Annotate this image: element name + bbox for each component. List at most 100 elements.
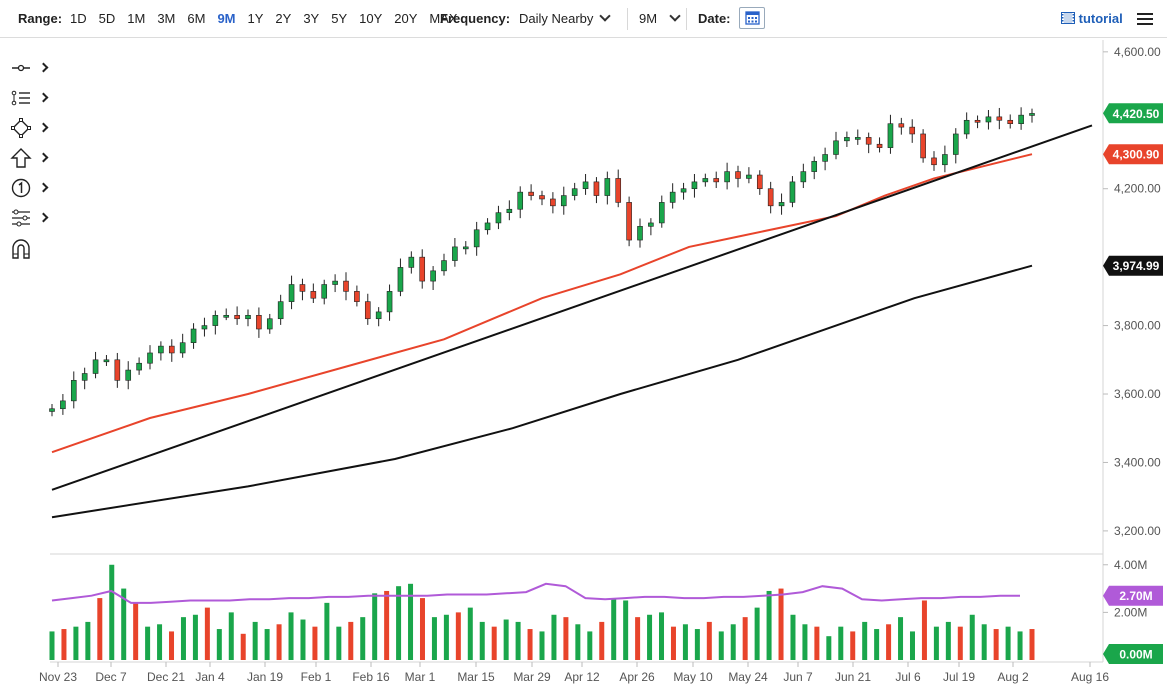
arrow-up-icon [10, 148, 32, 168]
volume-bar [49, 631, 55, 660]
time-tick-label: Mar 15 [457, 670, 495, 684]
crosshair-tool[interactable] [10, 58, 49, 78]
time-tick-label: Jun 7 [783, 670, 813, 684]
volume-bar [360, 617, 366, 660]
candle-body [441, 260, 447, 272]
volume-bar [694, 629, 700, 660]
range-button-3m[interactable]: 3M [157, 11, 176, 26]
volume-bar [288, 612, 294, 660]
range-button-10y[interactable]: 10Y [359, 11, 383, 26]
menu-icon[interactable] [1137, 13, 1153, 25]
counter-tool[interactable] [10, 178, 49, 198]
time-tick-label: Mar 1 [405, 670, 436, 684]
candle-body [778, 202, 785, 207]
volume-bar [372, 593, 378, 660]
candle-body [223, 315, 230, 318]
chevron-right-icon [38, 62, 49, 73]
divider [627, 8, 628, 30]
range-button-1y[interactable]: 1Y [247, 11, 264, 26]
arrows-tool[interactable] [10, 148, 49, 168]
list-lines-icon [11, 90, 30, 106]
sliders-icon [12, 209, 30, 227]
magnet-icon [12, 239, 30, 259]
candle-body [506, 208, 513, 213]
volume-bar [1005, 626, 1011, 660]
candle-body [397, 267, 404, 292]
frequency-dropdown[interactable]: Daily Nearby [519, 10, 612, 26]
candle-body [60, 400, 66, 410]
time-tick-label: Jan 19 [247, 670, 283, 684]
candle-body [767, 188, 774, 207]
candle-body [811, 161, 818, 172]
candle-body [942, 154, 948, 166]
range-button-5d[interactable]: 5D [98, 11, 116, 26]
volume-bar [455, 612, 461, 660]
range-button-20y[interactable]: 20Y [394, 11, 418, 26]
volume-bar [670, 626, 676, 660]
volume-bar [886, 624, 892, 660]
trend-lines-tool[interactable] [10, 88, 49, 108]
range-button-6m[interactable]: 6M [187, 11, 206, 26]
time-tick-label: Jul 6 [895, 670, 921, 684]
volume-bar [133, 602, 139, 660]
volume-bar [348, 621, 354, 660]
candle-body [364, 301, 371, 320]
candle-body [985, 116, 992, 123]
shapes-tool[interactable] [10, 118, 49, 138]
volume-bar [419, 598, 425, 660]
candle-body [92, 359, 99, 374]
volume-bar [121, 588, 127, 660]
volume-bar [611, 598, 617, 660]
volume-bar [204, 607, 210, 660]
range-button-max[interactable]: MAX [429, 11, 458, 26]
candle-body [669, 191, 676, 203]
candle-body [887, 123, 894, 148]
candle-body [473, 229, 480, 248]
candle-body [408, 256, 415, 268]
candle-body [963, 119, 970, 135]
tutorial-link[interactable]: tutorial [1061, 11, 1123, 26]
date-picker-button[interactable] [739, 7, 765, 29]
time-tick-label: Mar 29 [513, 670, 551, 684]
volume-bar [527, 629, 533, 660]
volume-bar [659, 612, 665, 660]
range-button-5y[interactable]: 5Y [331, 11, 348, 26]
range-button-2y[interactable]: 2Y [275, 11, 292, 26]
candle-body [245, 315, 251, 320]
indicators-tool[interactable] [10, 208, 49, 228]
magnet-tool[interactable] [10, 238, 46, 259]
candle-body [680, 188, 687, 193]
candle-body [234, 315, 240, 320]
chevron-down-icon [599, 10, 612, 22]
moving-average-line [51, 264, 1033, 519]
candle-body [822, 154, 828, 162]
volume-bar [180, 617, 186, 660]
range-button-1d[interactable]: 1D [70, 11, 87, 26]
volume-label-background [1103, 585, 1163, 606]
volume-bar [431, 617, 437, 660]
volume-bar [240, 633, 246, 660]
price-tick-label: 3,800.00 [1114, 319, 1161, 333]
volume-bar [898, 617, 904, 660]
time-tick-label: Dec 7 [95, 670, 127, 684]
time-tick-label: Apr 12 [564, 670, 600, 684]
candle-body [909, 126, 916, 135]
period-dropdown[interactable]: 9M [639, 10, 681, 26]
volume-bar [993, 629, 999, 660]
price-label-background [1103, 103, 1163, 124]
candle-body [201, 325, 208, 330]
range-button-3y[interactable]: 3Y [303, 11, 320, 26]
candle-body [462, 246, 469, 250]
candle-body [974, 119, 981, 123]
time-tick-label: May 24 [728, 670, 768, 684]
range-button-1m[interactable]: 1M [127, 11, 146, 26]
volume-bar [921, 600, 927, 660]
range-button-9m[interactable]: 9M [217, 11, 236, 26]
candle-body [103, 359, 110, 363]
range-selector: 1D 5D 1M 3M 6M 9M 1Y 2Y 3Y 5Y 10Y 20Y MAX [70, 11, 470, 26]
drawing-toolbar [0, 38, 50, 698]
candle-body [865, 137, 872, 145]
volume-bar [718, 631, 724, 660]
candle-body [310, 291, 317, 299]
candle-body [430, 270, 436, 282]
